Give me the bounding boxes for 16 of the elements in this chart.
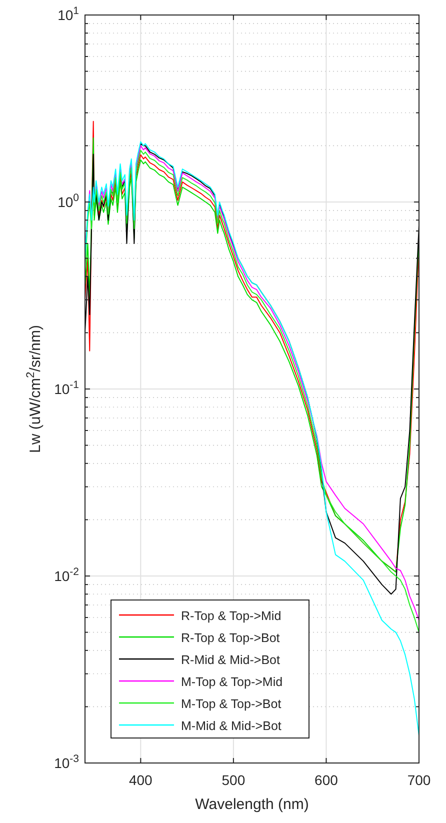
y-tick-label: 10$^{-1}$ <box>54 379 80 397</box>
y-tick-label: 10$^{-3}$ <box>54 753 80 771</box>
legend-label: M-Top & Top->Mid <box>181 675 283 689</box>
y-tick-label: 10$^{-2}$ <box>54 566 80 584</box>
legend-label: M-Top & Top->Bot <box>181 697 282 711</box>
x-tick-label: 600 <box>314 772 338 788</box>
x-tick-label: 400 <box>128 772 153 788</box>
y-tick-label: 10$^{1}$ <box>58 5 80 23</box>
y-tick-label: 10$^{0}$ <box>58 192 80 210</box>
legend-label: R-Mid & Mid->Bot <box>181 653 281 667</box>
x-tick-label: 700 <box>407 772 431 788</box>
x-tick-label: 500 <box>222 772 246 788</box>
legend-label: R-Top & Top->Bot <box>181 631 280 645</box>
legend-label: M-Mid & Mid->Bot <box>181 719 282 733</box>
x-axis-title: Wavelength (nm) <box>195 796 309 813</box>
legend-label: R-Top & Top->Mid <box>181 609 282 623</box>
